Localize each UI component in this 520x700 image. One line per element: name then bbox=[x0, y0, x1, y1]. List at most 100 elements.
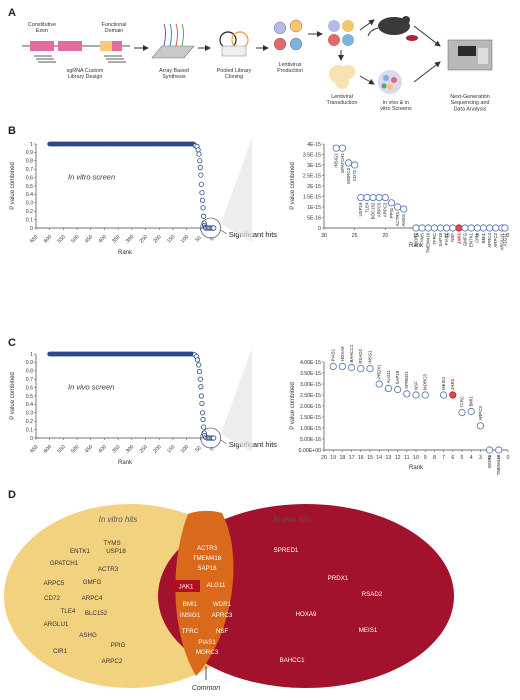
library-design-label: sgRNA Custom Library Design bbox=[67, 68, 104, 80]
data-point bbox=[199, 197, 206, 203]
y-tick-label: 1 bbox=[30, 142, 33, 148]
y-tick-label: 5.00E-16 bbox=[300, 437, 321, 443]
panel-label-a: A bbox=[8, 7, 16, 19]
workflow-arrow bbox=[413, 25, 441, 47]
data-point bbox=[357, 193, 365, 202]
in-vivo-rank-chart: 0 0.1 0.2 0.3 0.4 0.5 0.6 0.7 0.8 0.9 1 650 600 550 50… bbox=[10, 348, 277, 466]
x-axis-label: Rank bbox=[409, 243, 424, 249]
venn-gene-in-vivo: MEIS1 bbox=[359, 627, 378, 634]
x-tick-label: 0 bbox=[507, 233, 510, 239]
data-point bbox=[363, 193, 371, 202]
data-point bbox=[418, 224, 426, 232]
gene-label: NSF bbox=[413, 381, 418, 390]
y-axis-label: P value combined bbox=[290, 162, 296, 210]
gene-label: JAK1 bbox=[456, 232, 461, 244]
x-tick-label: 300 bbox=[125, 444, 135, 454]
data-point bbox=[412, 224, 420, 232]
data-point bbox=[476, 422, 484, 430]
data-point bbox=[211, 435, 217, 441]
gene-label: MORC3 bbox=[346, 167, 351, 183]
ngs-label: Next-Generation Sequencing and Data Analys… bbox=[450, 94, 490, 112]
array-synthesis-label: Array Based Synthesis bbox=[159, 68, 189, 80]
x-tick-label: 200 bbox=[152, 444, 162, 454]
gene-label: PPIG bbox=[389, 207, 394, 218]
functional-domain-label: Functional Domain bbox=[102, 22, 127, 34]
screen-annotation: In vitro screen bbox=[68, 172, 115, 181]
y-tick-label: 0.3 bbox=[26, 411, 33, 417]
x-tick-label: 30 bbox=[321, 233, 327, 239]
x-tick-label: 3 bbox=[479, 455, 482, 461]
y-tick-label: 4.00E-15 bbox=[300, 360, 321, 366]
venn-gene-in-vitro: ARGLU1 bbox=[44, 621, 69, 628]
workflow-arrow bbox=[413, 61, 441, 83]
venn-gene-common: SAP18 bbox=[197, 565, 217, 572]
x-tick-label: 12 bbox=[395, 455, 401, 461]
data-point bbox=[347, 363, 356, 372]
y-tick-label: 0.1 bbox=[26, 427, 33, 433]
y-tick-label: 0.1 bbox=[26, 217, 33, 223]
functional-domain-box bbox=[100, 41, 112, 51]
x-tick-label: 400 bbox=[98, 234, 108, 244]
x-tick-label: 20 bbox=[382, 233, 388, 239]
data-point bbox=[196, 362, 202, 368]
x-tick-label: 650 bbox=[29, 234, 39, 244]
x-tick-label: 350 bbox=[111, 234, 121, 244]
x-tick-label: 1 bbox=[497, 455, 500, 461]
venn-gene-common: ACTR3 bbox=[197, 545, 218, 552]
gene-label: ARPC2 bbox=[493, 232, 498, 247]
x-tick-label: 0 bbox=[209, 236, 215, 242]
x-tick-label: 20 bbox=[321, 455, 327, 461]
x-tick-label: 4 bbox=[470, 455, 473, 461]
data-point bbox=[199, 190, 205, 196]
data-point bbox=[200, 424, 207, 430]
data-point bbox=[467, 407, 475, 416]
data-point bbox=[492, 224, 500, 232]
data-point bbox=[421, 391, 429, 399]
gene-label: HOXA9 bbox=[340, 346, 345, 361]
data-point bbox=[412, 391, 420, 399]
x-tick-label: 600 bbox=[43, 444, 53, 454]
venn-gene-in-vitro: CD72 bbox=[44, 595, 60, 602]
data-point bbox=[357, 364, 365, 373]
x-tick-label: 300 bbox=[125, 234, 135, 244]
gene-label: INSIG1 bbox=[334, 153, 339, 168]
y-tick-label: 3E-15 bbox=[307, 163, 321, 169]
y-tick-label: 0.4 bbox=[26, 192, 33, 198]
x-tick-label: 16 bbox=[358, 455, 364, 461]
y-tick-label: 2.5E-15 bbox=[303, 173, 321, 179]
data-point bbox=[387, 199, 396, 207]
x-tick-label: 500 bbox=[70, 234, 80, 244]
transduction-label: Lentiviral Transduction bbox=[327, 94, 358, 106]
gene-label: SAP18 bbox=[438, 232, 443, 246]
y-tick-label: 3.00E-15 bbox=[300, 382, 321, 388]
gene-label: APRC4 bbox=[487, 232, 492, 247]
significant-hits-label: Significant hits bbox=[229, 230, 278, 239]
panel-label-c: C bbox=[8, 337, 16, 349]
panel-label-d: D bbox=[8, 489, 16, 501]
gene-label: TLE4 bbox=[364, 202, 369, 213]
data-point bbox=[393, 203, 402, 211]
venn-gene-common: INSIG1 bbox=[180, 612, 201, 619]
x-tick-label: 15 bbox=[367, 455, 373, 461]
data-point bbox=[351, 161, 359, 169]
venn-gene-in-vitro: CIR1 bbox=[53, 648, 68, 655]
gene-label: MEIS1 bbox=[441, 376, 446, 390]
venn-diagram: In vitro hits In vivo hits TYMS ENTK1 USP18 G… bbox=[4, 504, 454, 692]
y-tick-label: 1.50E-15 bbox=[300, 415, 321, 421]
x-tick-label: 150 bbox=[166, 234, 176, 244]
venn-gene-common: BMI1 bbox=[183, 601, 198, 608]
venn-gene-in-vivo: SPRED1 bbox=[274, 547, 299, 554]
data-point bbox=[329, 362, 337, 370]
x-tick-label: 200 bbox=[152, 234, 162, 244]
x-tick-label: 550 bbox=[56, 444, 66, 454]
zoom-circle bbox=[200, 217, 222, 239]
data-point bbox=[344, 159, 353, 167]
zoom-wedge bbox=[220, 348, 252, 452]
gene-label: RSAD2 bbox=[358, 348, 363, 363]
venn-gene-in-vivo: HOXA9 bbox=[296, 611, 318, 618]
screen-annotation: In vivo screen bbox=[68, 382, 114, 391]
venn-gene-common: ALG11 bbox=[207, 582, 226, 589]
gene-label: TFRC bbox=[432, 233, 437, 245]
gene-label: JAK1 bbox=[450, 378, 455, 390]
